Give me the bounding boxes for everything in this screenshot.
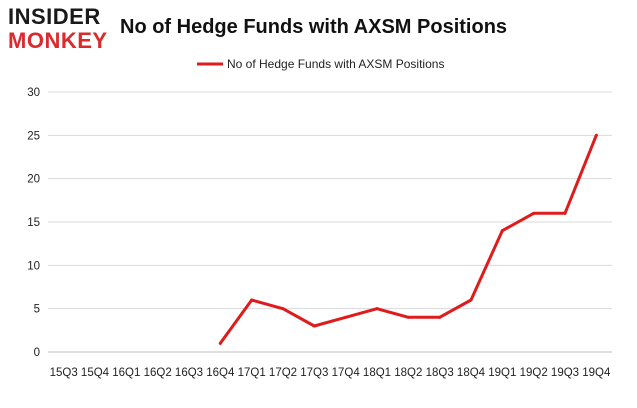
data-point	[375, 307, 379, 311]
data-point	[250, 298, 254, 302]
y-tick-label: 25	[27, 130, 40, 142]
y-tick-label: 30	[27, 87, 40, 99]
x-tick-label: 17Q3	[300, 367, 328, 379]
data-point	[532, 211, 536, 215]
x-tick-label: 17Q4	[332, 367, 361, 379]
data-point	[218, 341, 222, 345]
y-tick-label: 5	[34, 304, 40, 316]
series-lines	[218, 133, 598, 345]
x-tick-label: 15Q4	[81, 367, 110, 379]
data-point	[406, 315, 410, 319]
data-point	[312, 324, 316, 328]
x-axis-ticks: 15Q3 15Q4 16Q1 16Q2 16Q3 16Q4 17Q1 17Q2 17Q3 17Q4…	[50, 367, 611, 379]
x-tick-label: 19Q4	[582, 367, 611, 379]
x-tick-label: 18Q2	[394, 367, 422, 379]
data-point	[500, 229, 504, 233]
logo-line-1: INSIDER	[8, 4, 101, 29]
data-point	[438, 315, 442, 319]
insider-monkey-logo: INSIDER MONKEY	[8, 6, 116, 54]
logo-line-2: MONKEY	[8, 28, 108, 53]
series-line	[218, 133, 598, 345]
y-tick-label: 15	[27, 217, 40, 229]
x-tick-label: 19Q2	[520, 367, 548, 379]
x-tick-label: 16Q1	[112, 367, 140, 379]
legend: No of Hedge Funds with AXSM Positions	[197, 57, 444, 71]
x-tick-label: 19Q3	[551, 367, 579, 379]
x-tick-label: 17Q1	[238, 367, 266, 379]
x-tick-label: 15Q3	[50, 367, 78, 379]
x-tick-label: 19Q1	[488, 367, 516, 379]
x-tick-label: 18Q3	[426, 367, 454, 379]
gridlines	[48, 91, 612, 353]
data-point	[563, 211, 567, 215]
x-tick-label: 16Q3	[175, 367, 203, 379]
chart-title: No of Hedge Funds with AXSM Positions	[120, 16, 508, 38]
y-tick-label: 0	[34, 347, 40, 359]
x-tick-label: 16Q4	[206, 367, 235, 379]
x-tick-label: 17Q2	[269, 367, 297, 379]
y-tick-label: 20	[27, 174, 40, 186]
y-axis-ticks: 0 5 10 15 20 25 30	[27, 87, 40, 359]
data-point	[594, 133, 598, 137]
y-tick-label: 10	[27, 260, 40, 272]
x-tick-label: 18Q4	[457, 367, 486, 379]
data-point	[281, 307, 285, 311]
legend-label: No of Hedge Funds with AXSM Positions	[227, 57, 444, 71]
x-tick-label: 18Q1	[363, 367, 391, 379]
data-point	[344, 315, 348, 319]
x-tick-label: 16Q2	[144, 367, 172, 379]
data-point	[469, 298, 473, 302]
